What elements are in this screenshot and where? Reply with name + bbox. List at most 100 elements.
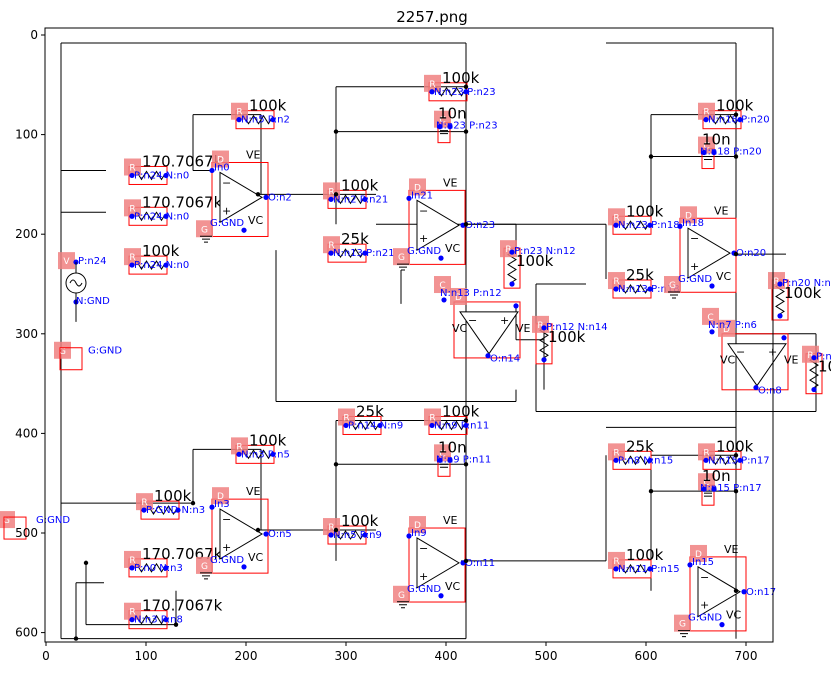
junction-dot bbox=[733, 154, 739, 159]
opamp-box bbox=[408, 189, 466, 265]
opamp-vc: VC bbox=[445, 242, 461, 255]
pin-dot bbox=[509, 249, 515, 255]
opamp-input: In15 bbox=[692, 557, 714, 568]
component-tag bbox=[231, 437, 248, 455]
component-tag-letter: R bbox=[328, 241, 334, 251]
component-tag-letter: R bbox=[328, 187, 334, 197]
opamp-ve: VE bbox=[246, 149, 261, 162]
component-tag-letter: D bbox=[723, 325, 730, 335]
component-tag-letter: G bbox=[398, 253, 405, 263]
buffer-plus: + bbox=[500, 314, 509, 327]
junction-dot bbox=[648, 154, 654, 159]
component-tag-letter: D bbox=[695, 550, 702, 560]
junction-dot bbox=[83, 560, 89, 566]
resistor-value: 100k bbox=[442, 402, 480, 420]
resistor-value: 100k bbox=[548, 328, 586, 346]
resistor-value: 25k bbox=[626, 266, 654, 284]
opamp-minus: − bbox=[690, 232, 699, 245]
opamp-output: O:n2 bbox=[268, 192, 292, 203]
component-tag-letter: G bbox=[201, 562, 208, 572]
pin-dot bbox=[485, 353, 491, 359]
x-tick-label: 300 bbox=[335, 649, 358, 663]
opamp-symbol bbox=[416, 537, 460, 589]
pin-dot bbox=[737, 457, 743, 463]
opamp-ground: G:GND bbox=[407, 246, 441, 257]
component-tag-letter: R bbox=[129, 164, 135, 174]
component-tag bbox=[674, 614, 691, 632]
junction-dot bbox=[333, 462, 339, 467]
component-tag-letter: D bbox=[414, 183, 421, 193]
x-tick-label: 700 bbox=[735, 649, 758, 663]
resistor-value: 100k bbox=[716, 97, 754, 115]
opamp-minus: − bbox=[419, 204, 428, 217]
junction-dot bbox=[733, 251, 739, 257]
component-tag-letter: R bbox=[613, 448, 619, 458]
opamp-minus: − bbox=[419, 542, 428, 555]
buffer-vc: VC bbox=[452, 322, 468, 335]
component-tag bbox=[323, 236, 340, 254]
opamp-output: O:n11 bbox=[465, 558, 495, 569]
capacitor-value: 10n bbox=[702, 467, 731, 485]
y-tick-label: 200 bbox=[15, 227, 38, 241]
resistor-value: 170.7067k bbox=[142, 193, 223, 211]
pin-dot bbox=[687, 562, 693, 568]
component-tag bbox=[434, 444, 451, 462]
resistor-value: 100k bbox=[626, 546, 664, 564]
pin-dot bbox=[129, 617, 135, 623]
pin-dot bbox=[236, 117, 242, 123]
opamp-box bbox=[211, 161, 269, 237]
resistor-value: 100k bbox=[341, 176, 379, 194]
pin-dot bbox=[328, 196, 334, 202]
resistor-pins: P:n24 N:n0 bbox=[134, 170, 189, 181]
component-tag bbox=[698, 473, 715, 491]
component-tag-letter: V bbox=[63, 257, 70, 267]
component-tag bbox=[664, 276, 681, 294]
pin-dot bbox=[447, 124, 453, 130]
resistor-value: 25k bbox=[626, 437, 654, 455]
ground-label: G:GND bbox=[36, 515, 70, 526]
component-tag-letter: G bbox=[201, 225, 208, 235]
component-tag-letter: R bbox=[703, 448, 709, 458]
resistor-pins: P:n24 N:n0 bbox=[134, 211, 189, 222]
component-tag bbox=[124, 550, 141, 568]
capacitor-pins: N:n18 P:n20 bbox=[700, 147, 762, 158]
resistor-value: 100k bbox=[626, 202, 664, 220]
pin-dot bbox=[163, 262, 169, 268]
component-tag-letter: R bbox=[141, 498, 147, 508]
capacitor-pins: N:n23 P:n23 bbox=[436, 121, 498, 132]
pin-dot bbox=[777, 281, 783, 287]
component-tag bbox=[124, 199, 141, 217]
component-tag bbox=[608, 443, 625, 461]
pin-dot bbox=[711, 149, 717, 156]
component-tag bbox=[393, 585, 410, 603]
opamp-vc: VC bbox=[726, 609, 742, 622]
opamp-symbol bbox=[416, 199, 460, 252]
pin-dot bbox=[163, 213, 169, 219]
component-tag bbox=[231, 102, 248, 120]
pin-dot bbox=[463, 89, 469, 95]
opamp-symbol bbox=[687, 227, 731, 279]
buffer-vc: VC bbox=[720, 354, 736, 367]
source-pin-top: P:n24 bbox=[78, 256, 106, 267]
junction-dot bbox=[255, 527, 261, 533]
y-tick-label: 500 bbox=[15, 526, 38, 540]
junction-dot bbox=[255, 192, 261, 197]
junction-dot bbox=[173, 622, 179, 627]
buffer-pins: N:n7 P:n6 bbox=[708, 320, 757, 331]
resistor-value: 100k bbox=[818, 358, 831, 376]
opamp-output: O:n5 bbox=[268, 529, 292, 540]
ground-box bbox=[3, 516, 27, 540]
junction-dot bbox=[648, 488, 654, 494]
pin-dot bbox=[647, 457, 653, 463]
component-tag-letter: D bbox=[685, 211, 692, 221]
buffer-pins: N:n13 P:n12 bbox=[440, 288, 502, 299]
component-tag-letter: R bbox=[129, 556, 135, 566]
pin-dot bbox=[541, 357, 547, 363]
opamp-plus: + bbox=[222, 541, 231, 554]
pin-dot bbox=[701, 486, 707, 492]
resistor-value: 100k bbox=[716, 437, 754, 455]
opamp-input: In3 bbox=[214, 499, 230, 510]
pin-dot bbox=[613, 222, 619, 228]
resistor-pins: P:n6 N:n8 bbox=[816, 352, 831, 363]
